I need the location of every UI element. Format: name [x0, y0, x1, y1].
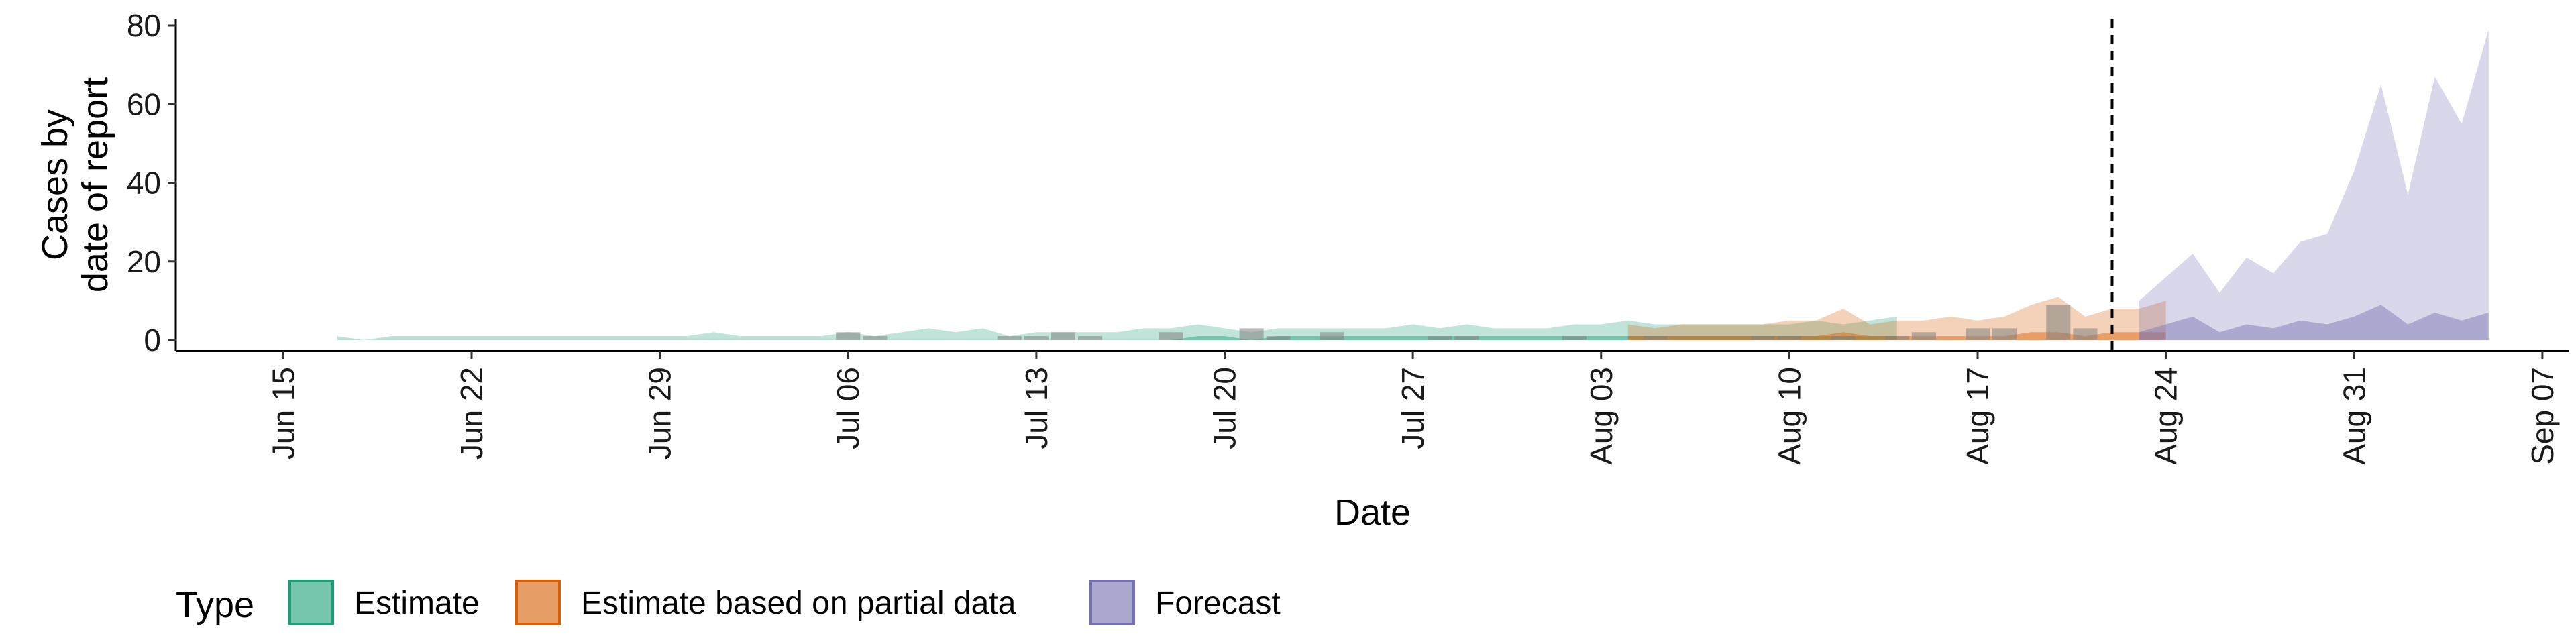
observed-bar-0 [836, 332, 861, 340]
legend-label-2: Forecast [1155, 586, 1281, 621]
x-axis-title: Date [1334, 492, 1411, 533]
x-tick-label-9: Aug 17 [1960, 367, 1995, 465]
y-axis-title: Cases bydate of report [35, 77, 115, 292]
observed-bar-11 [1454, 336, 1479, 340]
legend-label-0: Estimate [354, 586, 480, 621]
series-2-inner-band [2139, 305, 2489, 340]
legend: Type Estimate Estimate based on partial da… [176, 580, 1281, 625]
observed-bar-17 [1884, 336, 1909, 340]
y-tick-label-2: 40 [127, 166, 161, 201]
x-tick-label-7: Aug 03 [1584, 367, 1619, 465]
legend-key-1 [515, 580, 561, 625]
x-tick-label-5: Jul 20 [1208, 367, 1242, 449]
x-tick-label-1: Jun 22 [454, 367, 489, 460]
series-2-outer-band [2139, 29, 2489, 341]
observed-bar-10 [1428, 336, 1452, 340]
observed-bar-18 [1911, 332, 1936, 340]
x-tick-label-0: Jun 15 [266, 367, 301, 460]
observed-bar-4 [1051, 332, 1076, 340]
x-tick-label-8: Aug 10 [1772, 367, 1807, 465]
observed-bar-14 [1750, 336, 1775, 340]
x-tick-label-11: Aug 31 [2337, 367, 2371, 465]
observed-bar-8 [1266, 336, 1291, 340]
x-tick-label-12: Sep 07 [2525, 367, 2560, 465]
x-tick-label-3: Jul 06 [830, 367, 865, 449]
observed-bar-5 [1078, 336, 1103, 340]
y-tick-label-4: 80 [127, 8, 161, 43]
observed-bar-12 [1562, 336, 1587, 340]
observed-bar-13 [1642, 336, 1667, 340]
x-tick-label-2: Jun 29 [643, 367, 678, 460]
observed-bar-9 [1320, 332, 1344, 340]
x-tick-label-4: Jul 13 [1019, 367, 1054, 449]
y-axis-title-line-0: Cases by [35, 109, 75, 260]
x-tick-label-10: Aug 24 [2149, 367, 2184, 465]
observed-bar-19 [1965, 328, 1990, 340]
observed-bar-2 [997, 336, 1022, 340]
series-1-outer-band [1627, 297, 2166, 340]
observed-bar-16 [1831, 336, 1856, 340]
legend-label-1: Estimate based on partial data [581, 586, 1016, 621]
y-tick-label-0: 0 [144, 323, 161, 358]
y-tick-label-1: 20 [127, 244, 161, 279]
y-tick-label-3: 60 [127, 87, 161, 121]
legend-key-2 [1089, 580, 1135, 625]
series-0-outer-band [337, 316, 1897, 340]
series-0-inner-band [337, 336, 1897, 340]
axes: 0 20 40 60 80 Jun 15 Jun 22 Jun 29 Jul 06 Jul 13 J… [35, 8, 2569, 533]
plot-area [337, 19, 2489, 351]
observed-bar-6 [1159, 332, 1183, 340]
x-tick-label-6: Jul 27 [1395, 367, 1430, 449]
observed-bar-3 [1024, 336, 1049, 340]
observed-bar-21 [2046, 305, 2071, 340]
observed-bar-1 [863, 336, 888, 340]
legend-title: Type [176, 585, 254, 625]
observed-bar-7 [1239, 328, 1264, 340]
y-axis-title-line-1: date of report [75, 77, 115, 292]
legend-key-0 [288, 580, 334, 625]
observed-bar-20 [1992, 328, 2017, 340]
observed-bar-22 [2073, 328, 2098, 340]
observed-bar-15 [1777, 336, 1802, 340]
